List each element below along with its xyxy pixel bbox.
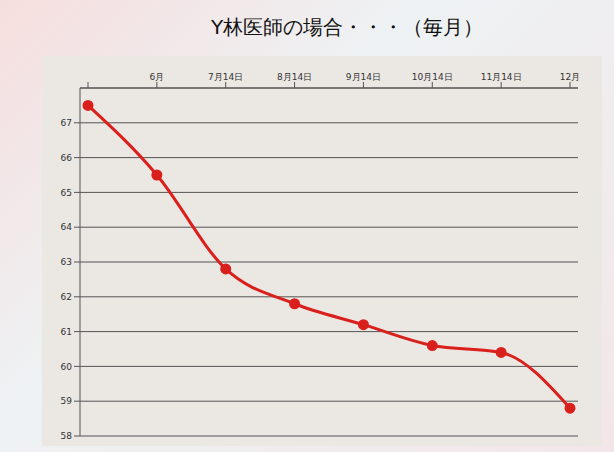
svg-text:65: 65 <box>61 188 72 198</box>
svg-text:11月14日: 11月14日 <box>481 72 522 82</box>
svg-text:6月: 6月 <box>149 72 164 82</box>
svg-text:58: 58 <box>61 431 73 441</box>
svg-text:8月14日: 8月14日 <box>277 72 312 82</box>
svg-text:63: 63 <box>61 257 72 267</box>
html-text:Y林医師の場合・・・（毎月）: Y林医師の場合・・・（毎月） <box>210 15 484 39</box>
svg-text:60: 60 <box>61 362 73 372</box>
svg-text:67: 67 <box>61 118 72 128</box>
svg-text:64: 64 <box>61 222 73 232</box>
svg-text:59: 59 <box>61 396 73 406</box>
svg-text:7月14日: 7月14日 <box>208 72 243 82</box>
svg-text:10月14日: 10月14日 <box>412 72 453 82</box>
svg-text:62: 62 <box>61 292 72 302</box>
svg-text:9月14日: 9月14日 <box>346 72 381 82</box>
svg-text:12月: 12月 <box>560 72 580 82</box>
svg-text:61: 61 <box>61 327 72 337</box>
svg-text:66: 66 <box>61 153 73 163</box>
